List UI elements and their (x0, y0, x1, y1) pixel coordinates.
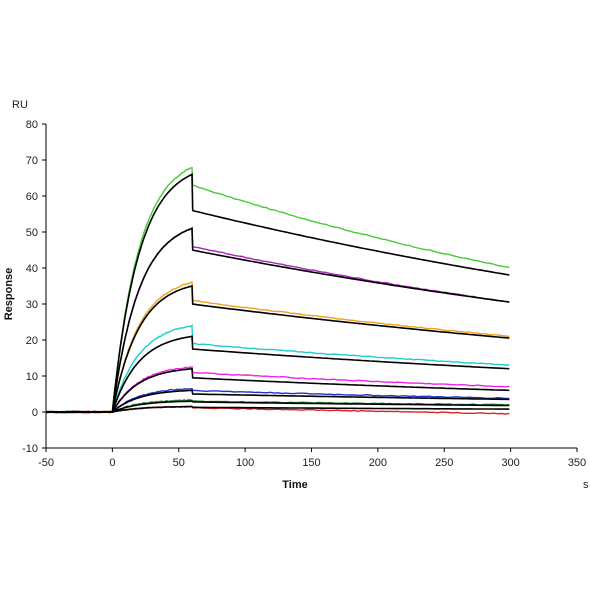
y-tick-label: 60 (26, 191, 38, 203)
x-tick-label: 150 (302, 457, 320, 469)
x-axis-title: Time (282, 479, 307, 491)
fit-series-line (46, 227, 510, 413)
measured-series-line (45, 324, 510, 414)
axes: -50 0 50 100 150 200 250 300 350 -10 0 10 20 30 40 50 60… (22, 119, 586, 469)
x-tick-label: 350 (568, 457, 586, 469)
y-tick-label: 10 (26, 371, 38, 383)
y-tick-label: -10 (22, 443, 38, 455)
fit-series-line (46, 335, 510, 413)
y-tick-label: 70 (26, 155, 38, 167)
measured-series-line (45, 387, 510, 414)
x-tick-label: 50 (173, 457, 185, 469)
y-tick-label: 20 (26, 335, 38, 347)
fit-series-line (46, 285, 510, 413)
series-layer (45, 166, 510, 415)
fit-series-line (46, 173, 510, 413)
measured-series-line (45, 166, 510, 414)
fit-series-line (46, 405, 510, 413)
x-tick-label: 100 (236, 457, 254, 469)
fit-series-line (46, 389, 510, 413)
x-tick-label: 200 (369, 457, 387, 469)
y-tick-label: 30 (26, 299, 38, 311)
x-tick-label: 250 (435, 457, 453, 469)
y-axis-title: Response (3, 268, 15, 321)
y-unit-label: RU (12, 99, 28, 111)
x-unit-label: s (583, 479, 589, 491)
y-tick-label: 0 (32, 407, 38, 419)
fit-series-line (46, 367, 510, 413)
x-tick-label: -50 (38, 457, 54, 469)
y-tick-label: 40 (26, 263, 38, 275)
y-tick-label: 50 (26, 227, 38, 239)
fit-series-line (46, 400, 510, 413)
y-tick-label: 80 (26, 119, 38, 131)
x-tick-label: 300 (501, 457, 519, 469)
x-tick-label: 0 (109, 457, 115, 469)
